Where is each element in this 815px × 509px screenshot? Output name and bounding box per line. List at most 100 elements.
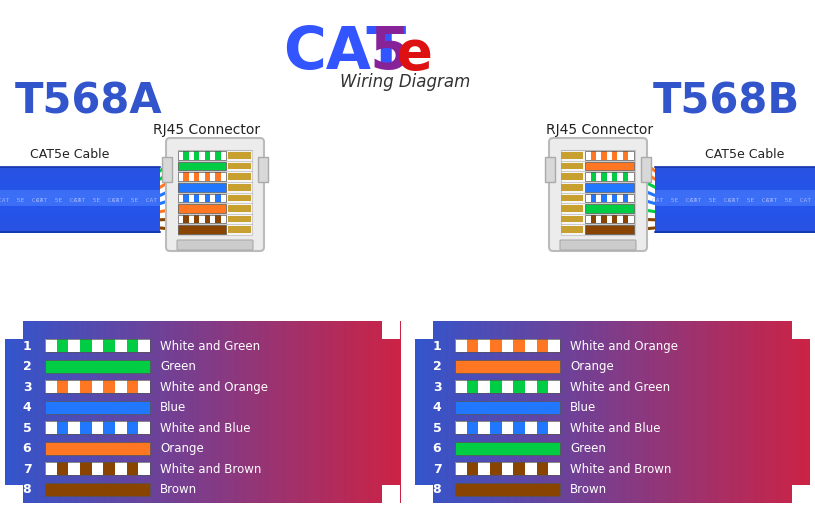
Bar (455, 360, 560, 373)
Bar (589, 321, 593, 503)
Bar (354, 321, 358, 503)
Bar (124, 321, 127, 503)
Bar (531, 321, 534, 503)
Bar (139, 380, 150, 393)
Bar (585, 184, 633, 192)
FancyBboxPatch shape (549, 139, 647, 251)
Bar (618, 215, 623, 224)
Bar (601, 152, 607, 160)
Bar (675, 321, 679, 503)
Bar (573, 321, 577, 503)
Bar (192, 321, 196, 503)
Bar (725, 321, 729, 503)
Bar (373, 321, 377, 503)
Bar (585, 215, 591, 224)
Bar (178, 173, 183, 182)
Bar (107, 321, 111, 503)
Bar (139, 421, 150, 434)
Bar (216, 321, 219, 503)
Bar (80, 462, 91, 475)
Bar (74, 321, 78, 503)
Bar (561, 184, 584, 191)
Bar (490, 421, 502, 434)
Bar (502, 421, 513, 434)
Bar (591, 194, 596, 203)
Bar (513, 462, 525, 475)
Bar (0, 193, 160, 196)
Bar (0, 189, 160, 192)
Bar (655, 200, 815, 203)
Bar (702, 321, 705, 503)
Bar (467, 462, 478, 475)
Bar (189, 194, 194, 203)
Bar (344, 321, 348, 503)
Bar (561, 163, 584, 170)
Bar (510, 321, 514, 503)
Bar (655, 183, 815, 185)
Bar (178, 215, 226, 224)
Bar (484, 321, 488, 503)
Bar (642, 321, 646, 503)
Bar (278, 321, 282, 503)
Bar (57, 340, 68, 352)
Bar (0, 176, 160, 179)
Text: White and Brown: White and Brown (160, 462, 262, 475)
Text: White and Green: White and Green (160, 340, 260, 352)
Bar (178, 205, 226, 213)
Bar (596, 321, 600, 503)
Bar (458, 321, 461, 503)
Bar (601, 215, 607, 224)
Bar (705, 321, 708, 503)
Bar (591, 173, 596, 182)
Bar (189, 152, 194, 160)
Text: Brown: Brown (160, 483, 197, 496)
Bar (502, 340, 513, 352)
Bar (655, 213, 815, 216)
Bar (350, 321, 355, 503)
Bar (607, 194, 612, 203)
Bar (628, 215, 633, 224)
Bar (523, 321, 527, 503)
Bar (655, 185, 815, 188)
Bar (24, 321, 29, 503)
Bar (134, 321, 137, 503)
Bar (0, 191, 160, 194)
Bar (183, 194, 189, 203)
Bar (381, 321, 384, 503)
Bar (576, 321, 580, 503)
Bar (0, 172, 160, 175)
Bar (137, 321, 140, 503)
Bar (80, 421, 91, 434)
Bar (623, 173, 628, 182)
Bar (341, 321, 345, 503)
Bar (550, 321, 553, 503)
Bar (200, 173, 205, 182)
Bar (711, 321, 715, 503)
Bar (612, 152, 618, 160)
Bar (628, 173, 633, 182)
Bar (228, 174, 250, 181)
Bar (751, 321, 755, 503)
Bar (747, 321, 751, 503)
Bar (668, 321, 672, 503)
Bar (166, 321, 170, 503)
Bar (754, 321, 758, 503)
Bar (215, 194, 221, 203)
Bar (695, 321, 698, 503)
Bar (357, 321, 361, 503)
Text: 5: 5 (23, 421, 31, 434)
Bar (45, 462, 150, 475)
Bar (585, 215, 633, 224)
Bar (659, 321, 663, 503)
Bar (792, 321, 810, 340)
Text: CAT  5E  CAT: CAT 5E CAT (73, 197, 118, 203)
Bar (0, 190, 160, 207)
Bar (91, 462, 104, 475)
Bar (242, 321, 246, 503)
Bar (760, 321, 764, 503)
Bar (94, 321, 98, 503)
Bar (794, 321, 797, 503)
Bar (110, 321, 114, 503)
Bar (21, 321, 25, 503)
FancyBboxPatch shape (177, 241, 253, 250)
